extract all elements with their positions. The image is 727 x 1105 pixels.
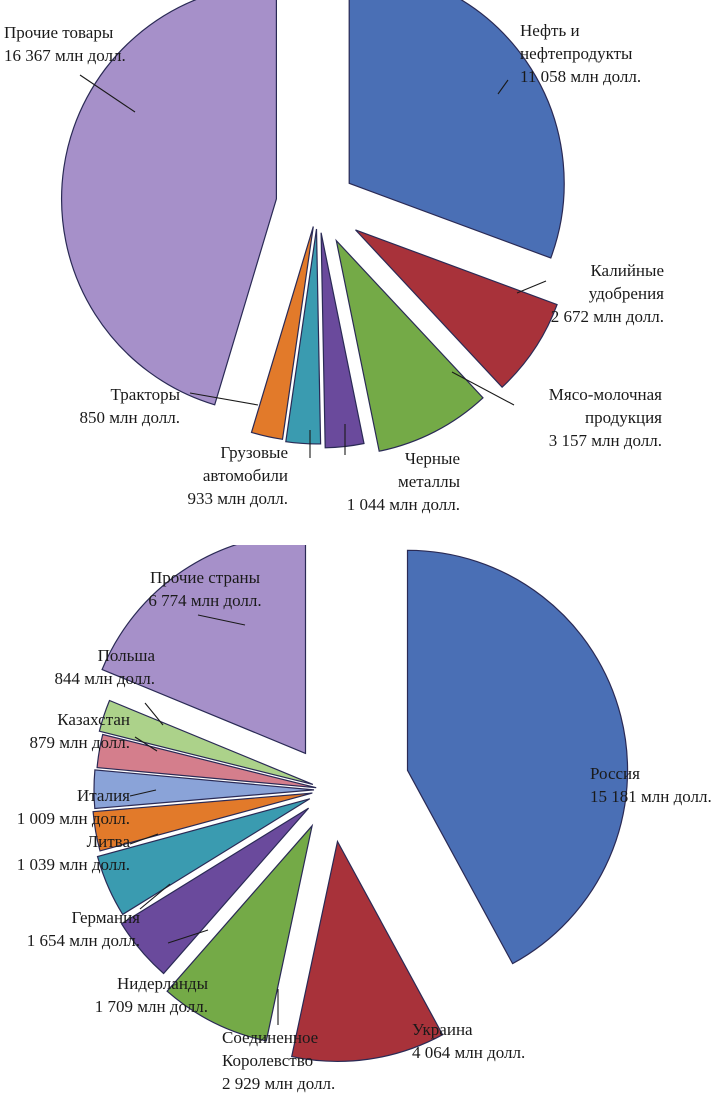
goods-leader-line-2 [451, 371, 515, 406]
pie-chart-export-goods: Нефть и нефтепродукты 11 058 млн долл. Кали… [0, 0, 727, 530]
pie-chart-export-goods-svg: Нефть и нефтепродукты 11 058 млн долл. Кали… [4, 0, 664, 514]
countries-label-0: Россия 15 181 млн долл. [590, 764, 712, 806]
countries-label-5: Литва 1 039 млн долл. [17, 832, 131, 874]
countries-label-7: Казахстан 879 млн долл. [30, 710, 130, 752]
goods-slice-6 [60, 0, 277, 406]
goods-slice-5 [250, 226, 314, 440]
countries-leader-line-4 [139, 883, 171, 910]
countries-label-1: Украина 4 064 млн долл. [412, 1020, 525, 1062]
countries-leader-line-8 [144, 702, 164, 726]
countries-label-8: Польша 844 млн долл. [55, 646, 156, 688]
countries-slice-0 [406, 549, 629, 965]
goods-slice-4 [285, 228, 322, 445]
countries-label-9: Прочие страны 6 774 млн долл. [148, 568, 261, 610]
pie-chart-export-countries-svg: Россия 15 181 млн долл. Украина 4 064 млн д… [17, 545, 712, 1093]
goods-label-4: Грузовые автомобили 933 млн долл. [188, 443, 288, 508]
countries-leader-line-9 [197, 614, 246, 626]
goods-label-5: Тракторы 850 млн долл. [80, 385, 181, 427]
countries-slice-1 [290, 839, 444, 1063]
goods-label-1: Калийные удобрения 2 672 млн долл. [551, 261, 664, 326]
countries-label-6: Италия 1 009 млн долл. [17, 786, 130, 828]
countries-slice-3 [120, 807, 310, 975]
pie-chart-export-countries: Россия 15 181 млн долл. Украина 4 064 млн д… [0, 545, 727, 1105]
countries-slice-6 [93, 769, 315, 810]
goods-leader-line-1 [516, 280, 547, 294]
countries-slice-5 [92, 792, 313, 852]
goods-leader-line-5 [189, 392, 259, 406]
goods-label-6: Прочие товары 16 367 млн долл. [4, 23, 126, 65]
goods-leader-line-6 [79, 74, 136, 113]
countries-leader-line-6 [129, 789, 157, 797]
goods-slice-0 [348, 0, 565, 259]
countries-leader-line-5 [129, 833, 159, 845]
countries-leader-line-7 [134, 736, 158, 752]
goods-slice-2 [335, 238, 484, 452]
countries-slice-9 [101, 545, 307, 755]
countries-slice-8 [98, 699, 314, 785]
countries-slice-2 [166, 823, 314, 1042]
countries-label-4: Германия 1 654 млн долл. [27, 908, 140, 950]
countries-slice-4 [96, 798, 311, 916]
countries-label-2: Соединенное Королевство 2 929 млн долл. [222, 1028, 335, 1093]
goods-label-0: Нефть и нефтепродукты 11 058 млн долл. [520, 21, 641, 86]
goods-label-2: Мясо-молочная продукция 3 157 млн долл. [549, 385, 662, 450]
countries-label-3: Нидерланды 1 709 млн долл. [95, 974, 209, 1016]
goods-slice-1 [355, 229, 558, 389]
goods-leader-line-0 [497, 79, 509, 95]
goods-label-3: Черные металлы 1 044 млн долл. [347, 449, 461, 514]
countries-leader-line-3 [167, 929, 209, 944]
